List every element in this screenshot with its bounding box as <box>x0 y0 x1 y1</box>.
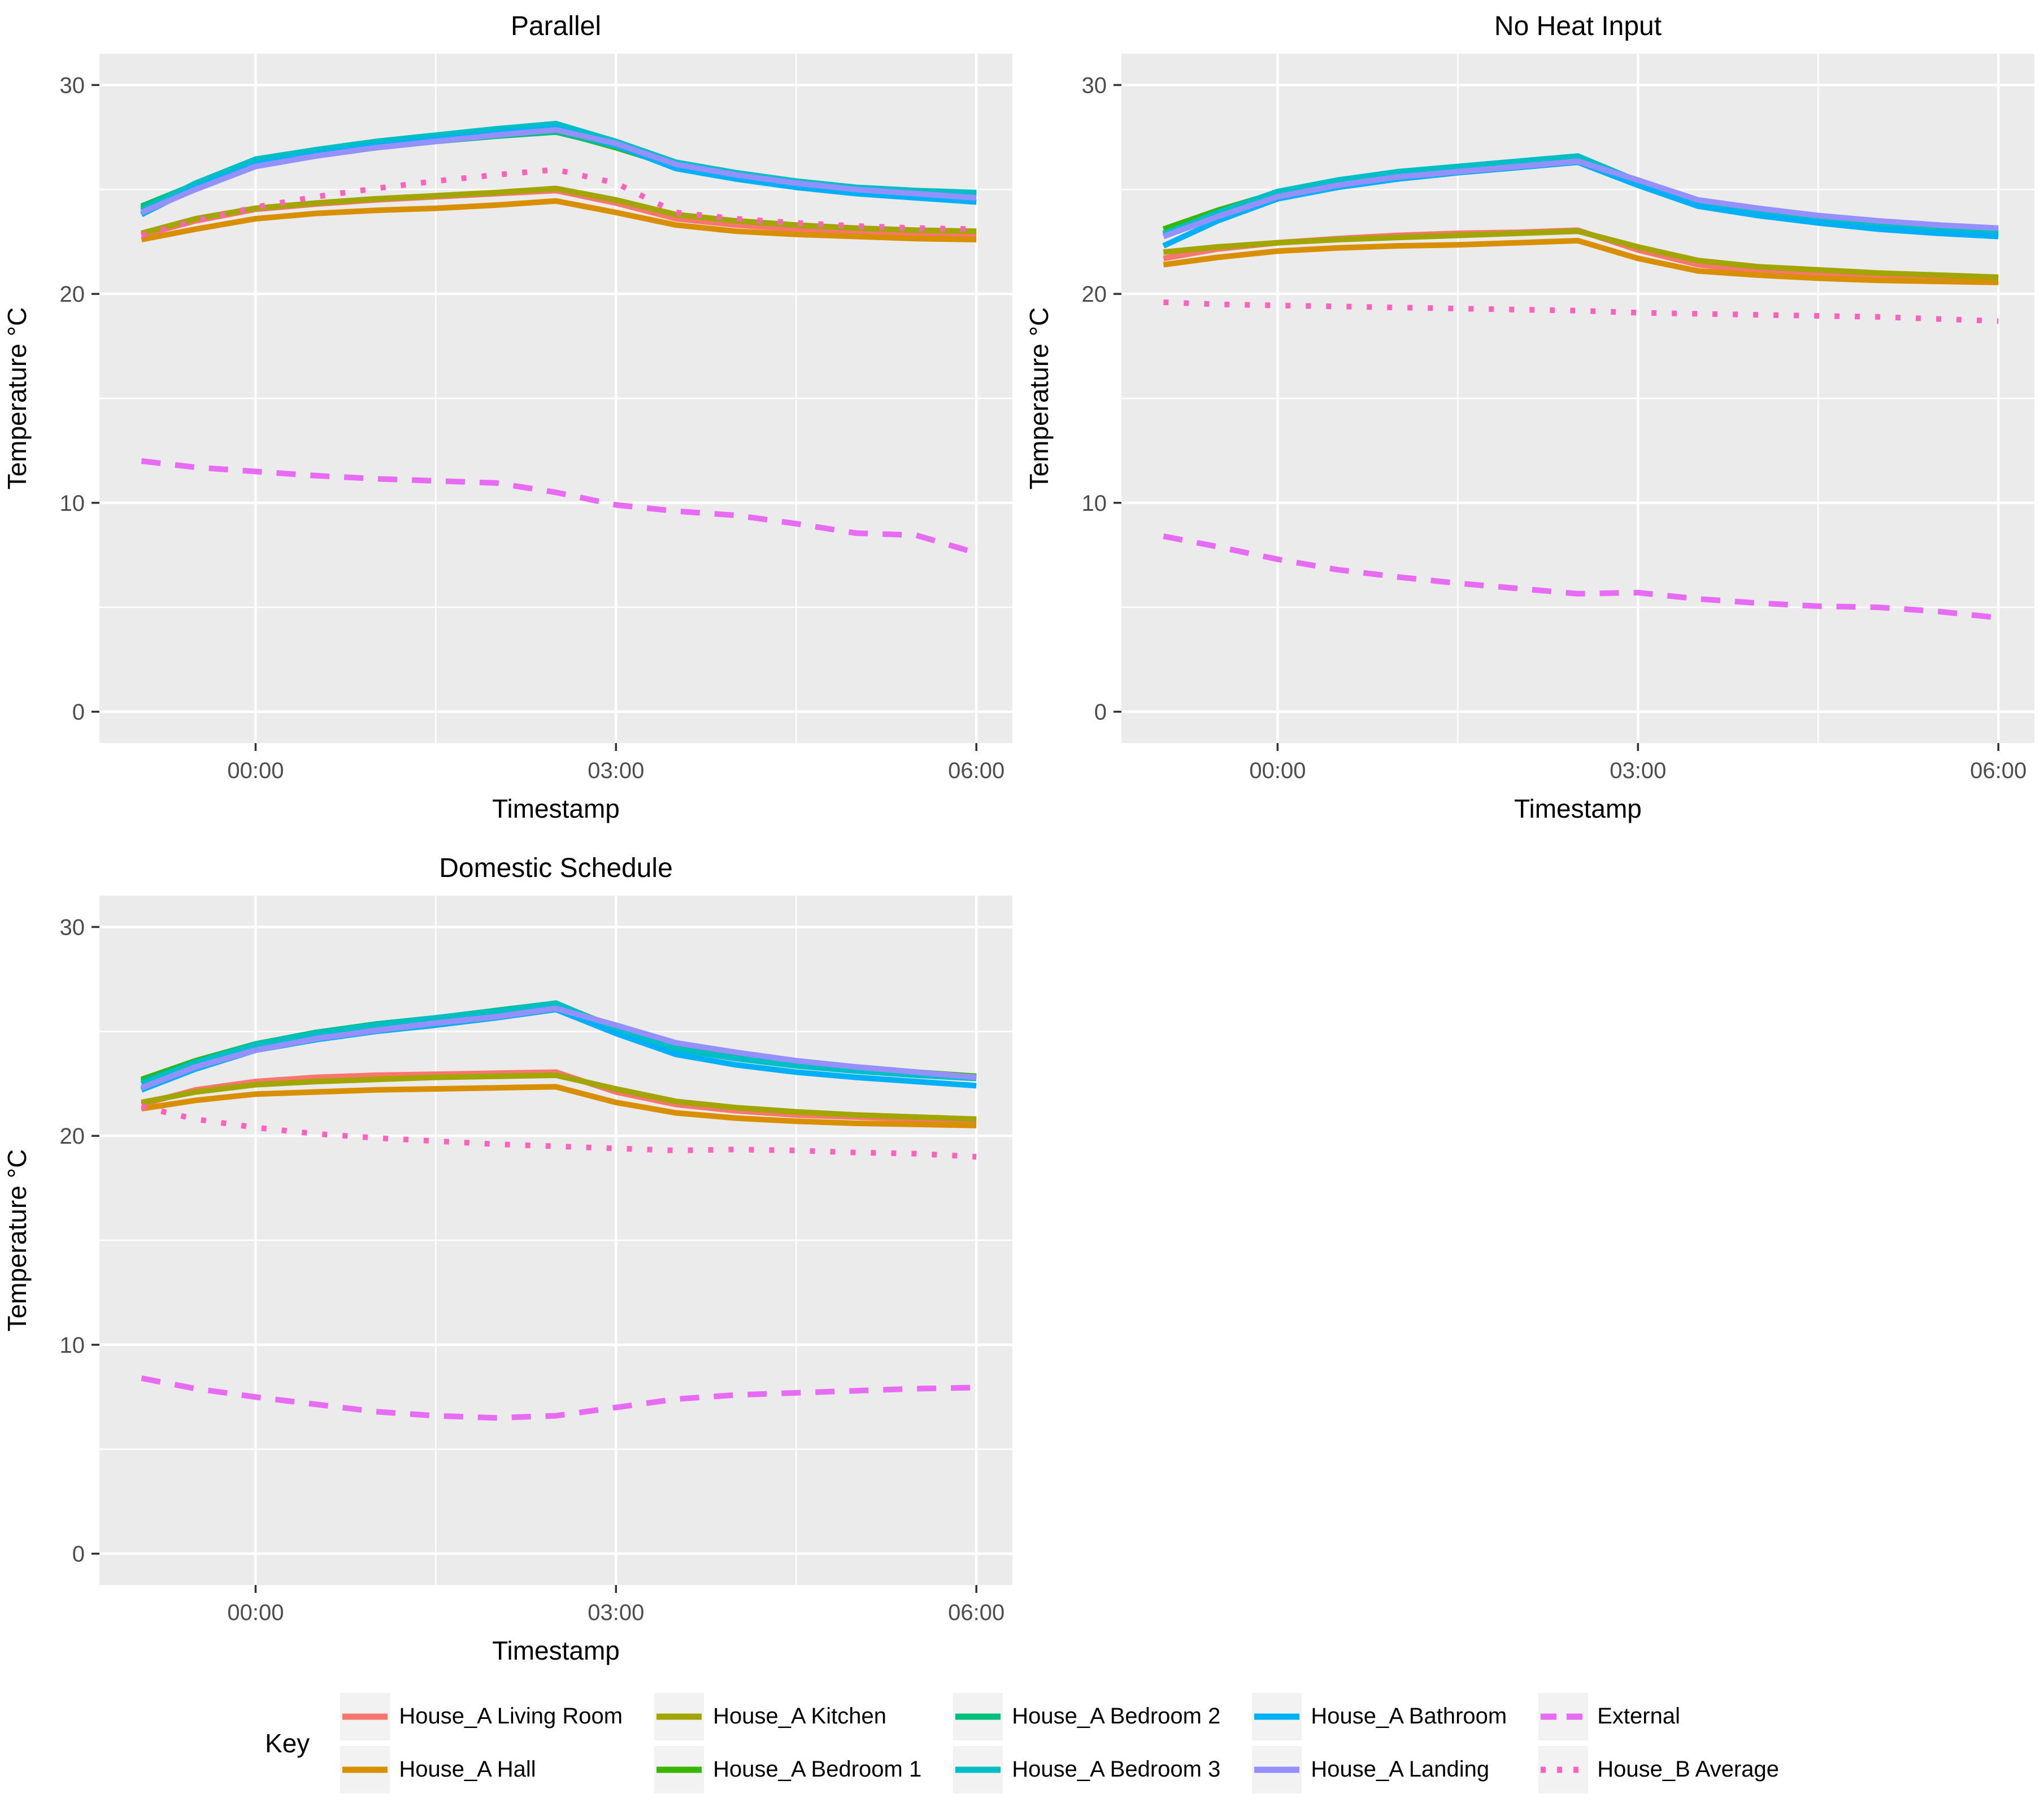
series-line-house-a-hall <box>141 198 977 242</box>
legend-item-label: House_A Bedroom 2 <box>1012 1704 1221 1729</box>
series-line-house-a-kitchen <box>1163 228 1999 280</box>
chart-title: No Heat Input <box>1494 11 1662 41</box>
legend-key-line-icon <box>656 1766 702 1773</box>
legend-item-label: External <box>1597 1704 1680 1729</box>
x-axis-title: Timestamp <box>1514 794 1642 823</box>
legend-key-swatch <box>953 1745 1003 1794</box>
legend-key-line-icon <box>1254 1766 1300 1773</box>
legend-item-label: House_A Bathroom <box>1311 1704 1507 1729</box>
legend-key-line-icon <box>1541 1713 1586 1720</box>
legend-title: Key <box>265 1728 310 1758</box>
legend-key-line-icon <box>955 1713 1001 1720</box>
legend-item-label: House_A Living Room <box>399 1704 623 1729</box>
legend-item-label: House_A Bedroom 1 <box>713 1757 922 1782</box>
y-tick-label: 30 <box>60 73 85 98</box>
charts-grid: 0 10 20 30 00:00 03:00 06:00 Parallel Timestamp T… <box>0 0 2044 1684</box>
legend-item-label: House_A Landing <box>1311 1757 1490 1782</box>
x-tick-label: 06:00 <box>948 1600 1004 1625</box>
x-tick-label: 00:00 <box>227 1600 284 1625</box>
chart-svg-parallel: 0 10 20 30 00:00 03:00 06:00 Parallel Timestamp T… <box>2 11 1012 823</box>
legend-item-house-a-living-room: House_A Living Room <box>340 1692 623 1740</box>
legend-key-swatch <box>340 1745 390 1794</box>
chart-domestic-schedule: 0 10 20 30 00:00 03:00 06:00 Domestic Schedule T… <box>0 842 1022 1684</box>
x-tick-label: 06:00 <box>1970 758 2026 783</box>
legend-key-line-icon <box>1541 1766 1586 1773</box>
legend-item-house-a-landing: House_A Landing <box>1252 1745 1507 1794</box>
series-line-house-a-landing <box>1162 158 1999 240</box>
chart-title: Parallel <box>511 11 601 41</box>
legend-key-line-icon <box>342 1713 388 1720</box>
y-tick-label: 30 <box>60 915 85 940</box>
chart-no-heat-input: 0 10 20 30 00:00 03:00 06:00 No Heat Input Times… <box>1022 0 2044 842</box>
legend-item-house-a-kitchen: House_A Kitchen <box>654 1692 921 1740</box>
x-axis-title: Timestamp <box>492 794 620 823</box>
legend-key-swatch <box>1252 1745 1302 1794</box>
y-axis-title: Temperature °C <box>2 1149 32 1332</box>
chart-svg-no-heat-input: 0 10 20 30 00:00 03:00 06:00 No Heat Input Times… <box>1024 11 2034 823</box>
legend-items: House_A Living Room House_A Hall House_A K… <box>340 1692 1779 1794</box>
legend-key-line-icon <box>342 1766 388 1773</box>
y-axis-title: Temperature °C <box>2 307 32 490</box>
y-tick-label: 10 <box>60 1333 85 1358</box>
legend-item-label: House_A Bedroom 3 <box>1012 1757 1221 1782</box>
y-tick-label: 0 <box>72 1542 85 1567</box>
legend-key-swatch <box>1538 1745 1589 1794</box>
series-line-external <box>141 458 977 556</box>
x-tick-label: 00:00 <box>1249 758 1306 783</box>
series-line-house-a-bedroom-3 <box>140 1000 977 1087</box>
series-line-house-a-landing <box>140 1005 977 1091</box>
chart-svg-domestic-schedule: 0 10 20 30 00:00 03:00 06:00 Domestic Schedule T… <box>2 853 1012 1665</box>
legend-item-label: House_A Kitchen <box>713 1704 886 1729</box>
x-tick-label: 06:00 <box>948 758 1004 783</box>
legend-item-house-a-bathroom: House_A Bathroom <box>1252 1692 1507 1740</box>
y-tick-label: 20 <box>60 282 85 307</box>
series-line-house-a-bedroom-3 <box>1162 153 1999 237</box>
series-line-external <box>1163 533 1999 621</box>
legend-item-label: House_B Average <box>1597 1757 1779 1782</box>
legend-item-house-a-hall: House_A Hall <box>340 1745 623 1794</box>
series-line-house-b-average <box>1163 299 1999 324</box>
legend-item-house-a-bedroom-2: House_A Bedroom 2 <box>953 1692 1221 1740</box>
legend-key-swatch <box>654 1692 704 1740</box>
x-tick-label: 03:00 <box>588 758 644 783</box>
legend-item-house-a-bedroom-1: House_A Bedroom 1 <box>654 1745 922 1794</box>
x-tick-label: 03:00 <box>1610 758 1666 783</box>
x-axis-title: Timestamp <box>492 1636 620 1665</box>
y-tick-label: 10 <box>60 491 85 516</box>
series-line-house-a-kitchen <box>141 185 977 236</box>
x-tick-label: 03:00 <box>588 1600 644 1625</box>
legend-key-swatch <box>1538 1692 1589 1740</box>
legend-key-swatch <box>654 1745 704 1794</box>
legend-key-swatch <box>953 1692 1003 1740</box>
legend-key-line-icon <box>1254 1713 1300 1720</box>
series-line-house-a-landing <box>140 127 977 215</box>
chart-parallel: 0 10 20 30 00:00 03:00 06:00 Parallel Timestamp T… <box>0 0 1022 842</box>
legend-key-swatch <box>340 1692 390 1740</box>
legend-item-house-b-average: House_B Average <box>1538 1745 1779 1794</box>
legend-key-swatch <box>1252 1692 1302 1740</box>
y-tick-label: 0 <box>72 700 85 725</box>
y-tick-label: 0 <box>1094 700 1107 725</box>
y-tick-label: 30 <box>1082 73 1107 98</box>
chart-title: Domestic Schedule <box>439 853 673 883</box>
legend: Key House_A Living Room House_A Hall House… <box>0 1684 2044 1802</box>
y-tick-label: 10 <box>1082 491 1107 516</box>
legend-key-line-icon <box>955 1766 1001 1773</box>
empty-cell <box>1022 842 2044 1684</box>
y-tick-label: 20 <box>60 1124 85 1149</box>
x-tick-label: 00:00 <box>227 758 284 783</box>
legend-item-external: External <box>1538 1692 1779 1740</box>
legend-item-house-a-bedroom-3: House_A Bedroom 3 <box>953 1745 1221 1794</box>
y-axis-title: Temperature °C <box>1024 307 1054 490</box>
series-line-house-a-kitchen <box>141 1072 977 1122</box>
legend-item-label: House_A Hall <box>399 1757 536 1782</box>
series-line-house-a-hall <box>141 1084 977 1128</box>
y-tick-label: 20 <box>1082 282 1107 307</box>
legend-key-line-icon <box>656 1713 702 1720</box>
series-line-house-a-hall <box>1163 237 1999 285</box>
series-line-external <box>141 1375 977 1421</box>
